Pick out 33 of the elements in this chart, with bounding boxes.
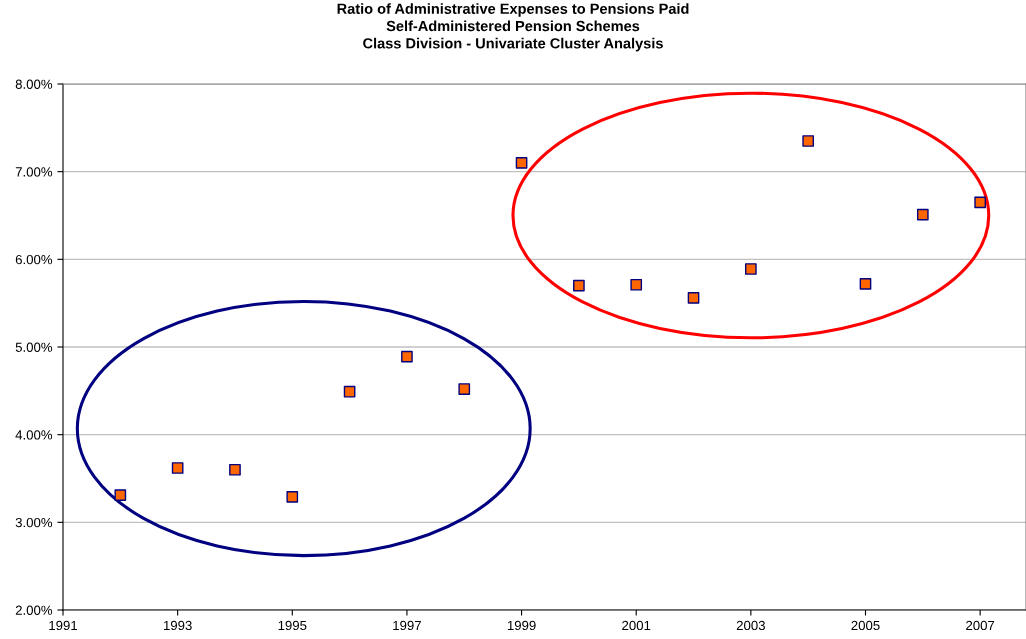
point [974, 196, 986, 209]
point [859, 278, 872, 290]
y-tick-label: 5.00% [15, 342, 53, 352]
x-tick-label: 2001 [622, 620, 651, 631]
x-tick-label: 1993 [163, 620, 192, 631]
chart-title: Ratio of Administrative Expenses to Pensions Paid Self-Administered Pension Schemes Class Division - Univariate Cluster Analysis [337, 3, 689, 52]
x-tick-label: 1997 [393, 620, 421, 631]
y-tick-label: 7.00% [15, 167, 53, 177]
point [630, 278, 643, 291]
point [745, 263, 757, 275]
point [802, 135, 815, 147]
point [343, 385, 356, 398]
point [687, 292, 700, 304]
x-tick-label: 1991 [49, 620, 78, 631]
y-tick-label: 8.00% [15, 79, 53, 89]
point [229, 463, 241, 476]
y-tick-label: 2.00% [15, 605, 53, 615]
point [401, 350, 413, 363]
x-tick-label: 2003 [736, 620, 765, 631]
point [171, 462, 184, 474]
y-tick-label: 4.00% [15, 430, 53, 440]
y-tick-label: 6.00% [15, 254, 53, 265]
point [916, 208, 929, 221]
point [286, 491, 299, 503]
point [458, 383, 471, 395]
x-tick-label: 2005 [851, 620, 880, 631]
point [114, 489, 127, 502]
x-tick-label: 1999 [507, 620, 536, 631]
point [515, 157, 528, 169]
y-tick-label: 3.00% [15, 517, 53, 528]
x-tick-label: 1995 [278, 620, 307, 631]
point [573, 279, 585, 292]
x-tick-label: 2007 [966, 620, 995, 631]
